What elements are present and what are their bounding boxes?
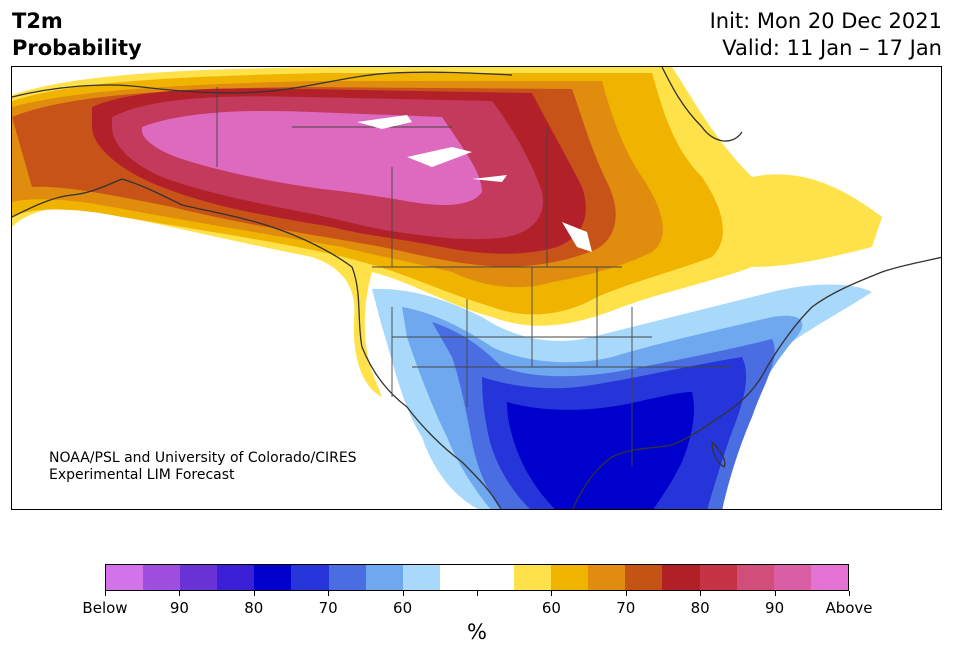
colorbar-tick-mark <box>105 591 106 596</box>
colorbar-tick-label: 80 <box>244 599 264 617</box>
colorbar-tick-mark <box>402 591 404 596</box>
colorbar-tick-label: Below <box>82 599 128 617</box>
probability-colorbar <box>105 564 849 591</box>
colorbar-segment <box>476 565 515 590</box>
colorbar-segment <box>699 565 737 590</box>
colorbar-segment <box>106 565 144 590</box>
colorbar-tick-label: 70 <box>616 599 636 617</box>
cold-region-max <box>507 392 694 509</box>
warm-region-pink <box>142 110 482 205</box>
colorbar-segment <box>217 565 255 590</box>
data-credit: NOAA/PSL and University of Colorado/CIRE… <box>49 450 357 484</box>
colorbar-segment <box>402 565 440 590</box>
colorbar-segment <box>810 565 848 590</box>
colorbar-segment <box>143 565 181 590</box>
init-date: Init: Mon 20 Dec 2021 <box>709 9 942 33</box>
colorbar-tick-mark <box>774 591 776 596</box>
colorbar-tick-label: 60 <box>393 599 413 617</box>
great-lakes <box>357 115 592 252</box>
colorbar-tick-label: 90 <box>169 599 189 617</box>
colorbar-tick-label: 90 <box>765 599 785 617</box>
colorbar-segment <box>625 565 663 590</box>
colorbar-segment <box>551 565 589 590</box>
title-product: Probability <box>12 36 142 60</box>
colorbar-tick-mark <box>328 591 330 596</box>
map-title: T2m Probability <box>12 8 142 62</box>
credit-line-1: NOAA/PSL and University of Colorado/CIRE… <box>49 450 357 466</box>
credit-line-2: Experimental LIM Forecast <box>49 467 235 483</box>
colorbar-segment <box>439 565 477 590</box>
colorbar-tick-mark <box>477 591 478 596</box>
colorbar-segment <box>588 565 626 590</box>
colorbar-segment <box>291 565 329 590</box>
valid-period: Valid: 11 Jan – 17 Jan <box>722 36 942 60</box>
colorbar-tick-mark <box>625 591 627 596</box>
colorbar-tick-label: 70 <box>318 599 338 617</box>
colorbar-tick-label: Above <box>825 599 873 617</box>
title-variable: T2m <box>12 9 63 33</box>
colorbar-tick-mark <box>253 591 255 596</box>
colorbar-tick-mark <box>700 591 702 596</box>
colorbar-segment <box>254 565 292 590</box>
colorbar-tick-label: 60 <box>541 599 561 617</box>
forecast-dates: Init: Mon 20 Dec 2021 Valid: 11 Jan – 17… <box>710 8 942 62</box>
coastline <box>12 67 941 509</box>
colorbar-segment <box>514 565 552 590</box>
probability-map <box>11 66 942 510</box>
colorbar-segment <box>736 565 774 590</box>
colorbar-tick-mark <box>849 591 850 596</box>
colorbar-segment <box>180 565 218 590</box>
political-borders <box>216 87 732 467</box>
colorbar-segment <box>328 565 366 590</box>
colorbar-tick-label: 80 <box>690 599 710 617</box>
north-america-map <box>12 67 941 509</box>
colorbar-unit: % <box>467 620 487 644</box>
colorbar-segment <box>773 565 811 590</box>
colorbar-segment <box>662 565 700 590</box>
colorbar-tick-mark <box>179 591 181 596</box>
colorbar-segment <box>365 565 403 590</box>
colorbar-tick-mark <box>551 591 553 596</box>
